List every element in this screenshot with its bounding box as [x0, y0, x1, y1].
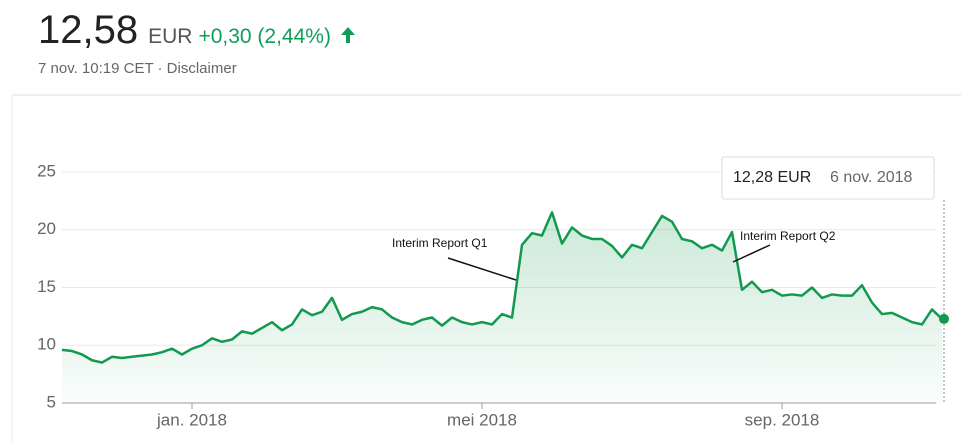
last-point: [939, 313, 949, 324]
x-tick-label: jan. 2018: [156, 410, 227, 429]
annotation: Interim Report Q1: [392, 236, 488, 250]
y-tick-label: 10: [37, 335, 56, 354]
tooltip-value: 12,28 EUR: [733, 169, 811, 186]
annotation-pointer: [447, 257, 517, 281]
price-line: [61, 211, 943, 364]
price-change: +0,30 (2,44%): [198, 25, 331, 48]
up-arrow: [341, 27, 356, 43]
timestamp-text[interactable]: 7 nov. 10:19 CET · Disclaimer: [38, 60, 237, 77]
currency: EUR: [148, 25, 193, 48]
y-tick-label: 15: [37, 277, 56, 296]
quote-header: 12,58 EUR +0,30 (2,44%): [38, 8, 356, 53]
timestamp: 7 nov. 10:19 CET · Disclaimer: [38, 60, 237, 77]
annotation: Interim Report Q2: [740, 229, 836, 243]
y-tick-label: 25: [37, 161, 56, 180]
tooltip-date: 6 nov. 2018: [830, 169, 913, 186]
y-tick-label: 5: [47, 392, 56, 411]
price: 12,58: [38, 8, 139, 52]
x-tick-label: sep. 2018: [745, 410, 820, 429]
y-tick-label: 20: [37, 219, 56, 238]
annotation-pointer: [732, 244, 771, 263]
tooltip-box: [721, 156, 935, 200]
area: [62, 212, 942, 403]
x-tick-label: mei 2018: [447, 410, 517, 429]
